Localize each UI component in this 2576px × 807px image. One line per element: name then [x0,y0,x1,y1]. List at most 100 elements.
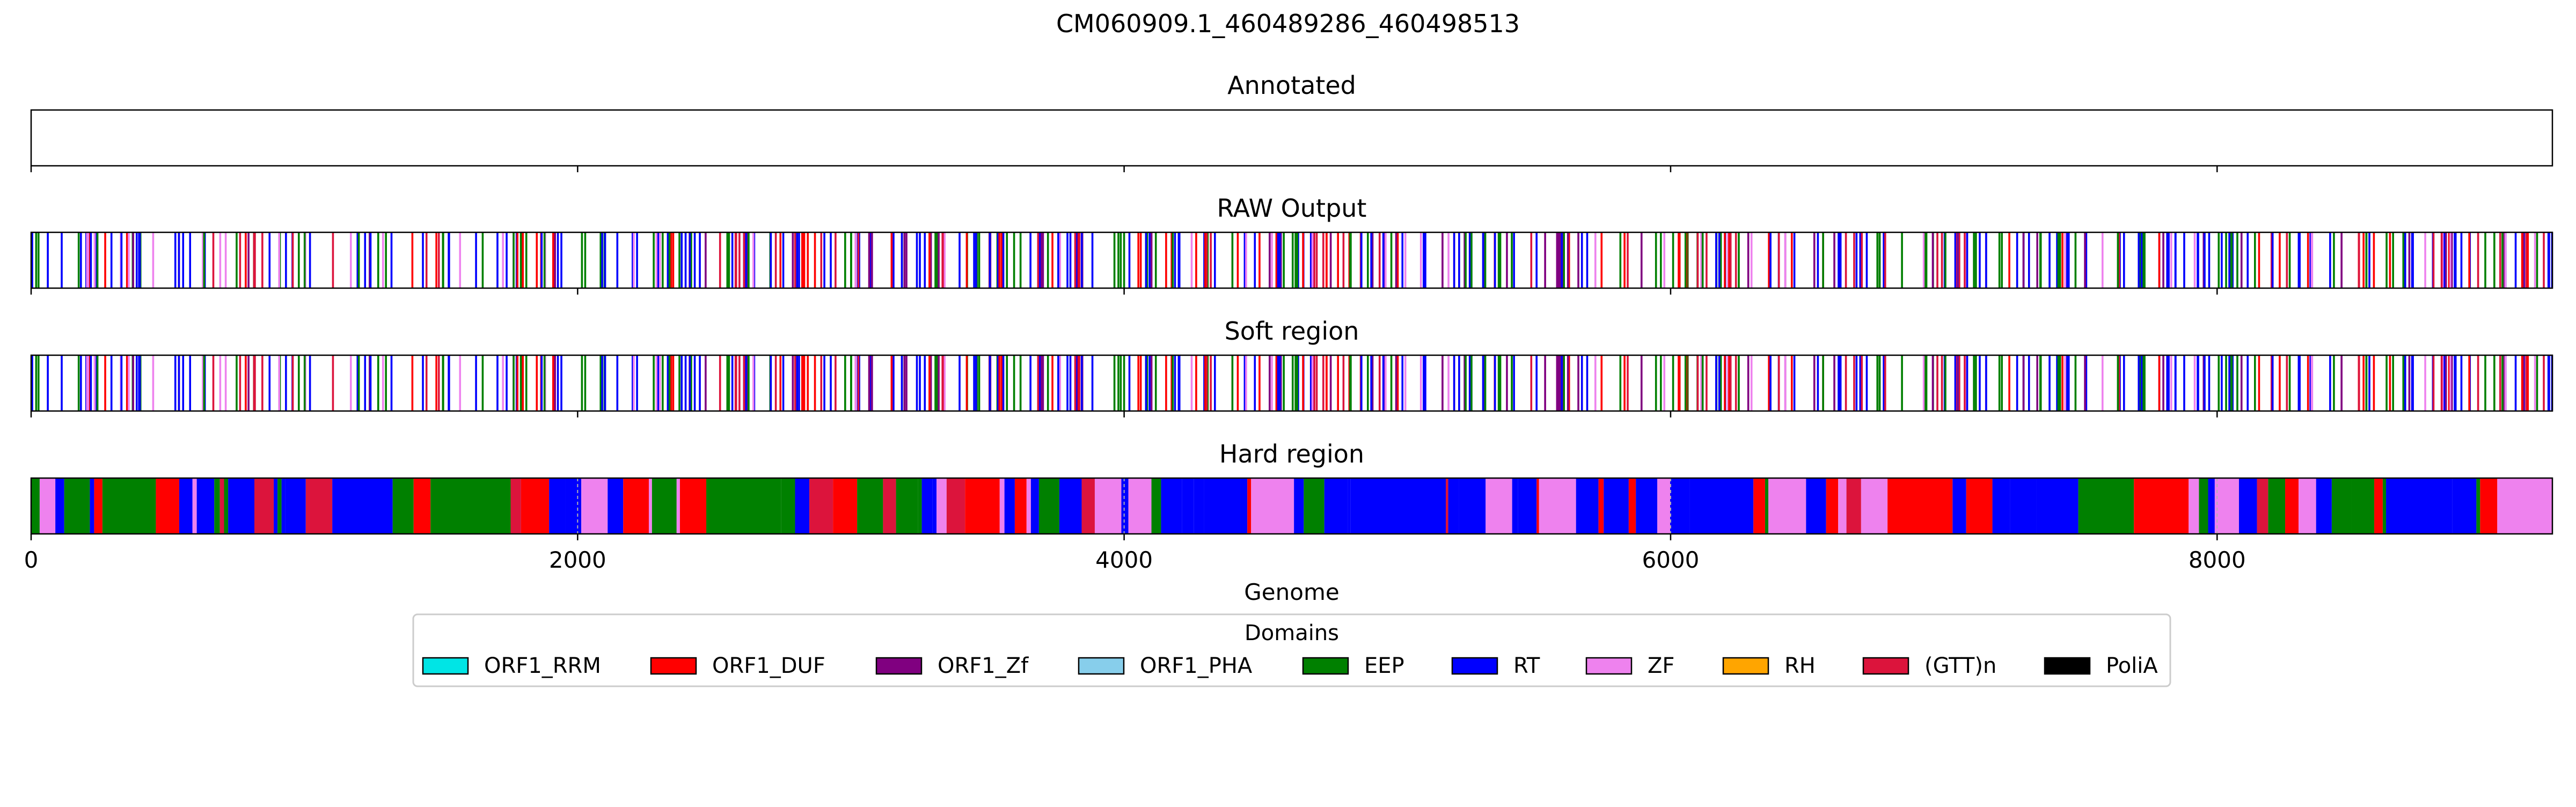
legend-item: ORF1_RRM [422,654,601,678]
domain-block [1753,478,1765,534]
domain-block [936,478,947,534]
domain-block [1604,478,1629,534]
domain-block [228,478,247,534]
domain-block [549,478,566,534]
domain-block [1350,478,1432,534]
domain-block [2452,478,2477,534]
figure-title: CM060909.1_460489286_460498513 [1056,9,1520,38]
domain-block [521,478,550,534]
domain-block [254,478,274,534]
legend-swatch [1722,657,1769,675]
x-tick-label: 2000 [549,547,606,573]
domain-block [1536,478,1539,534]
domain-block [1576,478,1599,534]
domain-block [1689,478,1754,534]
domain-block [1518,478,1537,534]
legend-item: ORF1_Zf [875,654,1029,678]
panels: Annotated RAW Output Soft region Hard regio… [30,71,2553,540]
legend-title: Domains [1245,621,1339,645]
domain-block [1432,478,1446,534]
domain-block [1247,478,1252,534]
legend-item: RH [1722,654,1816,678]
domain-block [274,478,278,534]
domain-block [2285,478,2299,534]
domain-block [1670,478,1690,534]
domain-block [932,478,937,534]
domain-block [1459,478,1486,534]
legend-swatch [1451,657,1498,675]
domain-block [1966,478,1993,534]
panel-title: Annotated [1227,71,1356,100]
domain-block [2374,478,2383,534]
domain-block [1059,478,1082,534]
domain-block [1636,478,1658,534]
domain-block [1014,478,1027,534]
domain-block [196,478,215,534]
legend-item: EEP [1302,654,1404,678]
domain-block [1161,478,1182,534]
domain-block [246,478,255,534]
domain-block [392,478,414,534]
domain-block [430,478,511,534]
legend-label: ZF [1648,654,1674,678]
domain-block [2199,478,2208,534]
domain-block [795,478,810,534]
panel-marks [31,232,2553,288]
legend-swatch [1078,657,1125,675]
domain-block [918,478,922,534]
domain-block [1628,478,1636,534]
domain-block [1861,478,1888,534]
domain-block [1838,478,1847,534]
domain-block [1446,478,1448,534]
legend-label: RT [1513,654,1540,678]
domain-block [1768,478,1806,534]
domain-block [2214,478,2239,534]
domain-block [2476,478,2480,534]
domain-block [90,478,94,534]
domain-block [809,478,833,534]
domain-block [31,478,40,534]
domain-block [1348,478,1351,534]
domain-block [305,478,333,534]
domain-block [1826,478,1839,534]
domain-block [1194,478,1204,534]
panel-marks [31,355,2553,411]
domain-block [946,478,965,534]
domain-block [1765,478,1769,534]
domain-block [1992,478,2010,534]
domain-block [413,478,431,534]
domain-block [1598,478,1604,534]
x-axis: 0 2000 4000 6000 8000 [24,547,2246,573]
domain-block [2238,478,2257,534]
legend-swatch [650,657,697,675]
domain-block [1485,478,1512,534]
domain-block [285,478,306,534]
domain-block [608,478,624,534]
domain-block [94,478,103,534]
domain-block [1887,478,1953,534]
domain-block [1657,478,1671,534]
x-tick-label: 4000 [1095,547,1153,573]
panel-frame [30,109,2553,167]
domain-block [1121,478,1129,534]
domain-block [965,478,1000,534]
panel-frame [30,231,2553,289]
track-panel: Hard region [30,439,2553,540]
legend-label: ORF1_Zf [938,654,1029,678]
legend-item: ORF1_PHA [1078,654,1253,678]
domain-block [1324,478,1348,534]
x-tick-label: 8000 [2189,547,2246,573]
domain-block [2208,478,2215,534]
domain-block [2257,478,2268,534]
legend-swatch [2044,657,2091,675]
legend-swatch [1585,657,1633,675]
legend-label: ORF1_RRM [484,654,601,678]
domain-block [2134,478,2189,534]
domain-block [1030,478,1039,534]
domain-block [2010,478,2037,534]
domain-block [833,478,858,534]
domain-block [2497,478,2552,534]
domain-block [648,478,652,534]
